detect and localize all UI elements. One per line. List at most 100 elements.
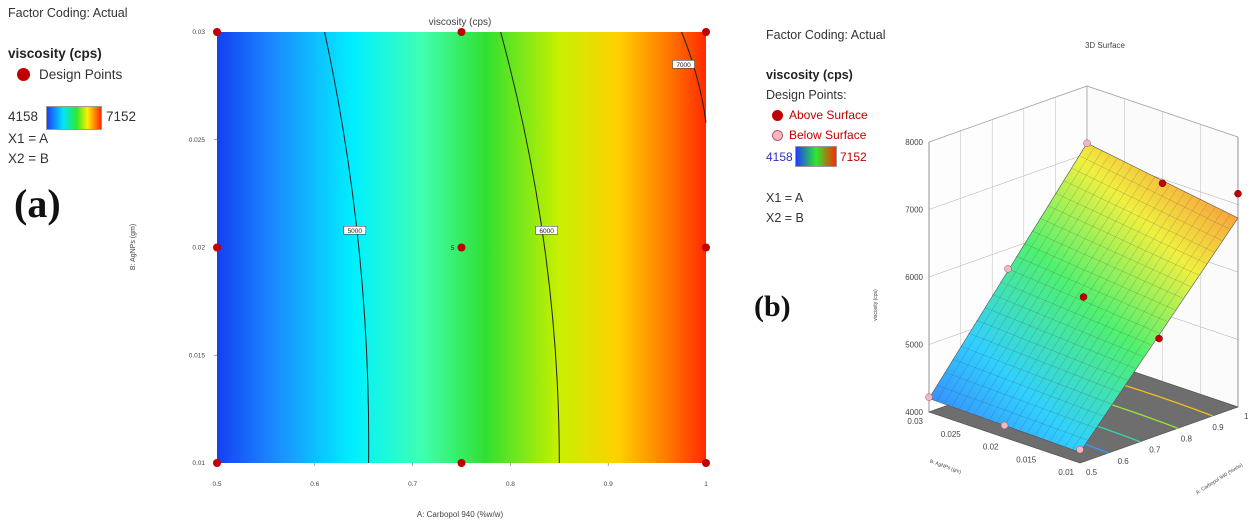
- legend-range-max-3d: 7152: [840, 150, 867, 164]
- surface-mesh-line: [1049, 202, 1209, 442]
- design-point: [702, 459, 710, 467]
- y-tick-label: 0.03: [907, 417, 923, 426]
- surface-mesh-line: [1026, 191, 1186, 434]
- surface-mesh-line: [1000, 281, 1152, 346]
- design-point: [702, 28, 710, 36]
- legend-design-points-3d: Design Points:: [766, 88, 847, 102]
- surface-mesh-line: [1071, 167, 1223, 241]
- surface-mesh-line: [944, 371, 1096, 429]
- surface-mesh-line: [936, 385, 1088, 441]
- panel-label-b: (b): [754, 290, 791, 323]
- surface-mesh-line: [1004, 180, 1163, 426]
- y-tick-label: 0.025: [189, 137, 206, 144]
- surface-mesh-line: [1039, 217, 1191, 287]
- legend-range-min-3d: 4158: [766, 150, 793, 164]
- y-tick-label: 0.015: [189, 352, 206, 359]
- design-point-above: [1155, 334, 1163, 343]
- surface-mesh-line: [1015, 255, 1167, 322]
- contour-label-box: [672, 60, 695, 69]
- contour-label-box: [535, 226, 558, 235]
- surface-mesh-line: [974, 165, 1133, 415]
- design-point-above: [1234, 189, 1242, 198]
- contour-plot: 5000 6000 7000 0.5 0.6 0.7 0.8 0.9 1 0.01 0.015 0.…: [130, 17, 710, 519]
- y-tick-label: 0.02: [192, 245, 205, 252]
- x-tick-label: 0.8: [506, 481, 515, 488]
- surface-mesh-line: [984, 307, 1136, 369]
- surface-mesh-line: [952, 358, 1104, 417]
- surface-mesh-line: [1072, 214, 1231, 450]
- surface-x-axis-label: A: Carbopol 940 (%w/w): [1195, 462, 1244, 496]
- panel-label-a: (a): [14, 181, 61, 226]
- y-tick-label: 0.015: [1016, 455, 1037, 464]
- contour-label-7000: 7000: [676, 62, 691, 69]
- z-tick-label: 6000: [905, 273, 923, 282]
- surface-mesh-line: [1055, 192, 1207, 264]
- surface-y-axis-label: B: AgNPs (gm): [929, 459, 962, 476]
- z-tick-label: 7000: [905, 206, 923, 215]
- z-tick-label: 5000: [905, 341, 923, 350]
- surface-mesh-line: [951, 154, 1110, 407]
- legend-x1: X1 = A: [8, 131, 49, 146]
- design-point-above: [1079, 293, 1088, 301]
- surface-z-axis-label: viscosity (cps): [873, 289, 879, 321]
- surface-mesh-line: [976, 319, 1128, 381]
- contour-label-5000: 5000: [348, 228, 363, 235]
- legend-x2: X2 = B: [8, 151, 49, 166]
- x-tick-label: 0.7: [408, 481, 417, 488]
- legend-range-min: 4158: [8, 109, 39, 124]
- surface-mesh-line: [1063, 180, 1215, 253]
- y-tick-label: 0.02: [983, 443, 999, 452]
- contour-label-6000: 6000: [539, 228, 554, 235]
- design-point-above: [1158, 179, 1167, 188]
- surface-mesh-line: [1007, 268, 1160, 334]
- legend-design-points: Design Points: [39, 67, 123, 82]
- x-tick-label: 0.9: [1212, 423, 1224, 432]
- above-surface-icon: [772, 110, 783, 121]
- contour-y-axis-label: B: AgNPs (gm): [130, 224, 137, 270]
- surface-mesh-line: [958, 158, 1118, 410]
- design-point-below: [1076, 445, 1084, 454]
- surface-mesh-line: [1078, 155, 1231, 230]
- design-point: [213, 243, 221, 252]
- factor-coding-label-3d: Factor Coding: Actual: [766, 28, 886, 42]
- surface-title: 3D Surface: [1085, 41, 1126, 50]
- legend-above-surface: Above Surface: [789, 108, 868, 122]
- design-point-legend-icon: [17, 68, 30, 81]
- design-point: [213, 459, 221, 467]
- surface-mesh-line: [1064, 210, 1224, 448]
- legend-below-surface: Below Surface: [789, 128, 867, 142]
- surface-mesh-line: [992, 294, 1144, 357]
- wall-gridline: [928, 153, 1088, 210]
- surface-mesh-line: [1042, 199, 1201, 440]
- x-tick-label: 0.8: [1181, 434, 1193, 443]
- legend-x1-3d: X1 = A: [766, 191, 804, 205]
- z-tick-label: 8000: [905, 138, 923, 147]
- surface-mesh-line: [943, 150, 1103, 405]
- contour-label-box: [343, 226, 367, 235]
- contour-line-5000: [324, 31, 370, 464]
- z-tick-label: 4000: [905, 408, 923, 417]
- surface-mesh-line: [968, 332, 1120, 393]
- surface-mesh-line: [989, 172, 1148, 421]
- x-tick-label: 0.9: [604, 481, 613, 488]
- design-point-below: [1000, 421, 1009, 430]
- design-point: [702, 243, 710, 252]
- wall-gridline: [928, 85, 1088, 143]
- contour-line-6000: [500, 31, 560, 464]
- design-point: [457, 243, 466, 252]
- design-point: [213, 28, 221, 36]
- below-surface-icon: [772, 130, 783, 141]
- x-tick-label: 1: [1244, 412, 1249, 421]
- surface-mesh-line: [1057, 206, 1216, 445]
- x-tick-label: 1: [704, 481, 708, 488]
- x-tick-label: 0.5: [212, 481, 221, 488]
- y-tick-label: 0.025: [941, 430, 962, 439]
- contour-line-7000: [681, 31, 707, 123]
- surface-mesh-line: [1019, 187, 1178, 431]
- legend-range-max: 7152: [106, 109, 137, 124]
- surface-mesh-line: [1031, 230, 1183, 299]
- factor-coding-label: Factor Coding: Actual: [8, 6, 128, 20]
- x-tick-label: 0.6: [310, 481, 319, 488]
- surface-mesh-line: [1023, 243, 1175, 311]
- legend-x2-3d: X2 = B: [766, 211, 804, 225]
